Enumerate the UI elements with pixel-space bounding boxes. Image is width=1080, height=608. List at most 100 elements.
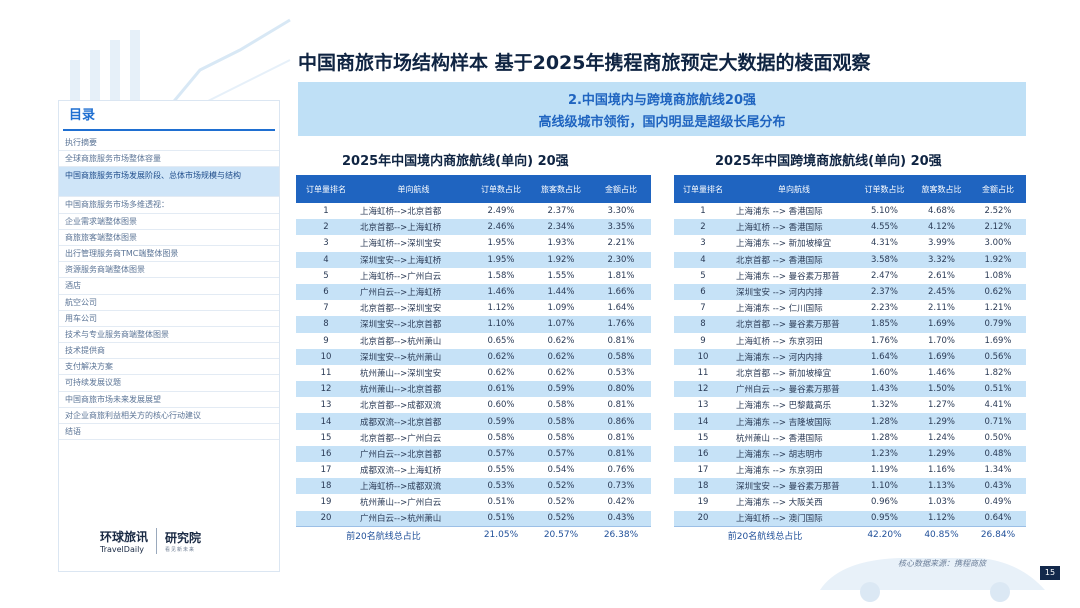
total-value: 42.20% bbox=[856, 526, 913, 543]
order-share-cell: 1.10% bbox=[856, 478, 913, 495]
toc-item-payment[interactable]: 支付解决方案 bbox=[59, 359, 279, 376]
domestic-header-3: 旅客数占比 bbox=[531, 175, 591, 203]
route-cell: 上海浦东 --> 河内内排 bbox=[732, 348, 856, 365]
amount-share-cell: 3.35% bbox=[591, 219, 651, 236]
route-cell: 广州白云 --> 曼谷素万那普 bbox=[732, 381, 856, 398]
order-share-cell: 0.61% bbox=[471, 381, 531, 398]
table-row: 7 北京首都-->深圳宝安 1.12% 1.09% 1.64% bbox=[296, 300, 651, 317]
background-car-decoration bbox=[820, 558, 1045, 602]
rank-cell: 2 bbox=[674, 219, 732, 236]
passenger-share-cell: 1.55% bbox=[531, 267, 591, 284]
rank-cell: 4 bbox=[296, 251, 356, 268]
table-row: 19 上海浦东 --> 大阪关西 0.96% 1.03% 0.49% bbox=[674, 494, 1026, 511]
rank-cell: 7 bbox=[674, 300, 732, 317]
toc-item-tmc[interactable]: 出行管理服务商TMC端整体图景 bbox=[59, 246, 279, 263]
table-row: 18 深圳宝安 --> 曼谷素万那普 1.10% 1.13% 0.43% bbox=[674, 478, 1026, 495]
amount-share-cell: 1.81% bbox=[591, 267, 651, 284]
rank-cell: 19 bbox=[296, 494, 356, 511]
route-cell: 杭州萧山-->北京首都 bbox=[356, 381, 471, 398]
table-row: 3 上海浦东 --> 新加坡樟宜 4.31% 3.99% 3.00% bbox=[674, 235, 1026, 252]
passenger-share-cell: 0.58% bbox=[531, 397, 591, 414]
toc-item-executive-summary[interactable]: 执行摘要 bbox=[59, 135, 279, 152]
order-share-cell: 1.95% bbox=[471, 235, 531, 252]
data-source-note: 核心数据来源：携程商旅 bbox=[898, 559, 986, 568]
order-share-cell: 4.55% bbox=[856, 219, 913, 236]
amount-share-cell: 1.64% bbox=[591, 300, 651, 317]
toc-item-china-market-active[interactable]: 中国商旅服务市场发展阶段、总体市场规模与结构 bbox=[59, 167, 279, 198]
amount-share-cell: 0.81% bbox=[591, 445, 651, 462]
route-cell: 成都双流-->上海虹桥 bbox=[356, 462, 471, 479]
route-cell: 深圳宝安 --> 河内内排 bbox=[732, 283, 856, 301]
order-share-cell: 1.58% bbox=[471, 267, 531, 284]
toc-item-conclusion[interactable]: 结语 bbox=[59, 424, 279, 441]
route-cell: 深圳宝安-->杭州萧山 bbox=[356, 348, 471, 365]
route-cell: 深圳宝安 --> 曼谷素万那普 bbox=[732, 478, 856, 495]
passenger-share-cell: 0.62% bbox=[531, 332, 591, 349]
toc-item-enterprise-demand[interactable]: 企业需求端整体图景 bbox=[59, 214, 279, 230]
toc-item-recommendations[interactable]: 对企业商旅利益相关方的核心行动建议 bbox=[59, 408, 279, 424]
toc-item-outlook[interactable]: 中国商旅市场未来发展展望 bbox=[59, 392, 279, 408]
table-row: 12 广州白云 --> 曼谷素万那普 1.43% 1.50% 0.51% bbox=[674, 381, 1026, 398]
route-cell: 上海浦东 --> 胡志明市 bbox=[732, 445, 856, 462]
order-share-cell: 0.55% bbox=[471, 462, 531, 479]
amount-share-cell: 2.21% bbox=[591, 235, 651, 252]
rank-cell: 3 bbox=[296, 235, 356, 252]
passenger-share-cell: 1.27% bbox=[913, 397, 970, 414]
toc-item-car[interactable]: 用车公司 bbox=[59, 311, 279, 327]
route-cell: 深圳宝安-->北京首都 bbox=[356, 316, 471, 333]
order-share-cell: 1.10% bbox=[471, 316, 531, 333]
toc-item-tech-services[interactable]: 技术与专业服务商端整体图景 bbox=[59, 327, 279, 344]
toc-item-tech-provider[interactable]: 技术提供商 bbox=[59, 343, 279, 360]
passenger-share-cell: 1.09% bbox=[531, 300, 591, 317]
passenger-share-cell: 1.03% bbox=[913, 494, 970, 511]
toc-item-hotel[interactable]: 酒店 bbox=[59, 278, 279, 295]
toc-item-traveler[interactable]: 商旅旅客端整体图景 bbox=[59, 230, 279, 246]
rank-cell: 18 bbox=[296, 478, 356, 495]
crossborder-header-2: 订单数占比 bbox=[856, 175, 913, 203]
amount-share-cell: 0.71% bbox=[970, 413, 1026, 430]
passenger-share-cell: 1.44% bbox=[531, 283, 591, 301]
table-row: 11 杭州萧山-->深圳宝安 0.62% 0.62% 0.53% bbox=[296, 364, 651, 382]
route-cell: 杭州萧山 --> 香港国际 bbox=[732, 429, 856, 446]
route-cell: 上海虹桥-->广州白云 bbox=[356, 267, 471, 284]
toc-item-multi-dimension[interactable]: 中国商旅服务市场多维透视： bbox=[59, 197, 279, 214]
order-share-cell: 0.96% bbox=[856, 494, 913, 511]
logo: 环球旅讯 TravelDaily 研究院 看见新未来 bbox=[100, 528, 201, 554]
toc-item-sustainability[interactable]: 可持续发展议题 bbox=[59, 375, 279, 392]
table-row: 17 上海浦东 --> 东京羽田 1.19% 1.16% 1.34% bbox=[674, 462, 1026, 479]
crossborder-header-0: 订单量排名 bbox=[674, 175, 732, 203]
table-row: 20 上海虹桥 --> 澳门国际 0.95% 1.12% 0.64% bbox=[674, 510, 1026, 527]
rank-cell: 3 bbox=[674, 235, 732, 252]
passenger-share-cell: 1.50% bbox=[913, 381, 970, 398]
crossborder-header-4: 金额占比 bbox=[970, 175, 1026, 203]
passenger-share-cell: 1.29% bbox=[913, 413, 970, 430]
passenger-share-cell: 0.58% bbox=[531, 413, 591, 430]
passenger-share-cell: 1.69% bbox=[913, 316, 970, 333]
order-share-cell: 0.62% bbox=[471, 348, 531, 365]
amount-share-cell: 0.48% bbox=[970, 445, 1026, 462]
table-row: 9 北京首都-->杭州萧山 0.65% 0.62% 0.81% bbox=[296, 332, 651, 349]
passenger-share-cell: 4.68% bbox=[913, 203, 970, 220]
toc-item-global-market[interactable]: 全球商旅服务市场整体容量 bbox=[59, 151, 279, 168]
order-share-cell: 0.62% bbox=[471, 364, 531, 382]
route-cell: 北京首都-->成都双流 bbox=[356, 397, 471, 414]
passenger-share-cell: 0.52% bbox=[531, 478, 591, 495]
toc-item-airline[interactable]: 航空公司 bbox=[59, 295, 279, 311]
table-row: 2 上海虹桥 --> 香港国际 4.55% 4.12% 2.12% bbox=[674, 219, 1026, 236]
route-cell: 上海浦东 --> 新加坡樟宜 bbox=[732, 235, 856, 252]
passenger-share-cell: 0.52% bbox=[531, 510, 591, 527]
toc-item-supplier[interactable]: 资源服务商端整体图景 bbox=[59, 262, 279, 279]
amount-share-cell: 0.53% bbox=[591, 364, 651, 382]
amount-share-cell: 0.76% bbox=[591, 462, 651, 479]
table-row: 4 北京首都 --> 香港国际 3.58% 3.32% 1.92% bbox=[674, 251, 1026, 268]
route-cell: 上海浦东 --> 巴黎戴高乐 bbox=[732, 397, 856, 414]
order-share-cell: 1.19% bbox=[856, 462, 913, 479]
order-share-cell: 1.12% bbox=[471, 300, 531, 317]
passenger-share-cell: 1.24% bbox=[913, 429, 970, 446]
amount-share-cell: 0.49% bbox=[970, 494, 1026, 511]
route-cell: 广州白云-->杭州萧山 bbox=[356, 510, 471, 527]
table-row: 12 杭州萧山-->北京首都 0.61% 0.59% 0.80% bbox=[296, 381, 651, 398]
amount-share-cell: 0.62% bbox=[970, 283, 1026, 301]
passenger-share-cell: 0.52% bbox=[531, 494, 591, 511]
amount-share-cell: 0.51% bbox=[970, 381, 1026, 398]
